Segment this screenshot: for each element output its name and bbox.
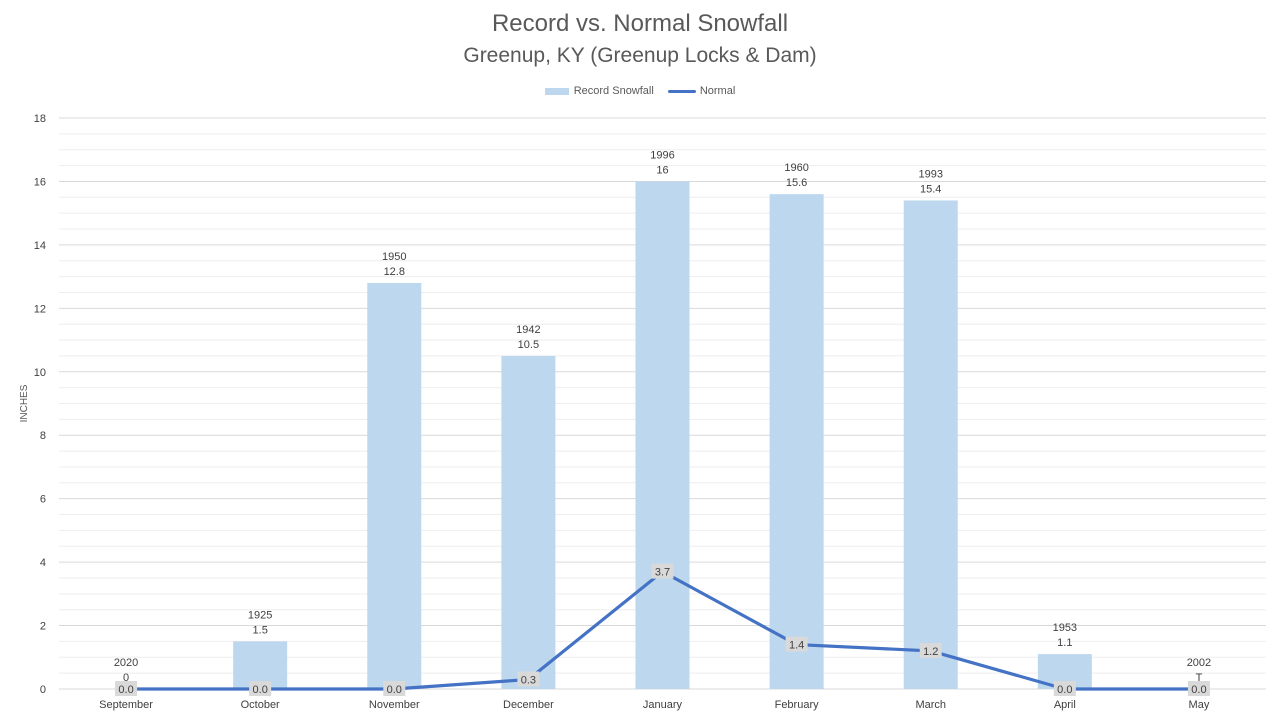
normal-data-label: 0.0: [387, 684, 402, 696]
record-data-label: 12.8: [384, 266, 405, 278]
normal-label-box: [1053, 681, 1076, 696]
y-tick-label: 6: [40, 494, 46, 506]
x-tick-label: November: [369, 699, 420, 711]
record-data-label: 2002: [1187, 657, 1211, 669]
y-tick-label: 14: [34, 240, 46, 252]
normal-label-box: [517, 671, 540, 687]
x-tick-label: January: [643, 699, 683, 711]
record-data-label: 1960: [784, 162, 808, 174]
record-data-label: 15.6: [786, 177, 807, 189]
normal-label-box: [383, 681, 406, 696]
legend-label-record: Record Snowfall: [573, 85, 654, 97]
normal-label-box: [115, 681, 138, 696]
record-data-label: T: [1196, 672, 1203, 684]
record-data-label: 1950: [382, 251, 406, 263]
legend-item-record: Record Snowfall: [544, 85, 654, 97]
x-tick-label: October: [241, 699, 280, 711]
x-tick-label: February: [775, 699, 820, 711]
legend-label-normal: Normal: [699, 85, 736, 97]
record-bar: [635, 181, 690, 689]
legend-swatch-normal: [667, 89, 696, 93]
normal-data-label: 0.0: [1057, 684, 1072, 696]
record-data-label: 15.4: [920, 183, 941, 195]
legend-swatch-record: [544, 87, 569, 95]
normal-data-label: 1.4: [789, 640, 804, 652]
record-bar: [501, 355, 556, 689]
record-bar: [903, 200, 958, 689]
normal-data-label: 0.0: [253, 684, 268, 696]
normal-data-label: 1.2: [923, 646, 938, 658]
record-data-label: 1.5: [253, 624, 268, 636]
record-data-label: 2020: [114, 657, 138, 669]
normal-data-label: 3.7: [655, 567, 670, 579]
y-axis-ticks: 0 2 4 6 8 10 12 14 16 18: [34, 113, 46, 696]
x-tick-label: September: [99, 699, 153, 711]
legend-item-normal: Normal: [667, 85, 736, 97]
record-data-label: 1953: [1053, 622, 1077, 634]
normal-data-label: 0.3: [521, 674, 536, 686]
x-tick-label: May: [1189, 699, 1210, 711]
y-tick-label: 10: [34, 367, 46, 379]
record-data-label: 10.5: [518, 339, 539, 351]
record-data-label: 1993: [918, 168, 942, 180]
y-tick-label: 18: [34, 113, 46, 125]
y-tick-label: 16: [34, 176, 46, 188]
record-bar: [367, 282, 422, 689]
y-axis-label: INCHES: [19, 384, 30, 422]
normal-label-box: [1187, 681, 1210, 696]
normal-label-box: [249, 681, 272, 696]
y-tick-label: 8: [40, 430, 46, 442]
y-tick-label: 2: [40, 621, 46, 633]
record-data-label: 1925: [248, 609, 272, 621]
normal-line-group: 0.0 0.0 0.0 0.3 3.7 1.4 1.2 0.0 0.0: [115, 563, 1210, 696]
record-bars: [233, 181, 1092, 689]
legend: Record Snowfall Normal: [0, 85, 1280, 97]
chart-subtitle: Greenup, KY (Greenup Locks & Dam): [463, 44, 817, 67]
x-tick-label: April: [1054, 699, 1076, 711]
record-data-label: 16: [656, 164, 668, 176]
normal-data-label: 0.0: [118, 684, 133, 696]
x-tick-label: December: [503, 699, 554, 711]
record-bar: [769, 194, 824, 689]
record-data-label: 1996: [650, 149, 674, 161]
chart-title: Record vs. Normal Snowfall: [491, 10, 789, 37]
y-tick-label: 12: [34, 303, 46, 315]
record-data-label: 1942: [516, 324, 540, 336]
normal-data-label: 0.0: [1191, 684, 1206, 696]
normal-label-box: [785, 636, 808, 652]
normal-label-box: [651, 563, 674, 579]
x-axis-ticks: September October November December January F…: [99, 699, 1210, 711]
normal-label-box: [919, 642, 942, 658]
record-bar-labels: 2020 0 1925 1.5 1950 12.8 1942 10.5 1996 16 1960 15…: [114, 149, 1211, 684]
record-data-label: 1.1: [1057, 637, 1072, 649]
x-tick-label: March: [915, 699, 946, 711]
y-tick-label: 4: [40, 557, 46, 569]
y-tick-label: 0: [40, 684, 46, 696]
record-data-label: 0: [123, 672, 129, 684]
